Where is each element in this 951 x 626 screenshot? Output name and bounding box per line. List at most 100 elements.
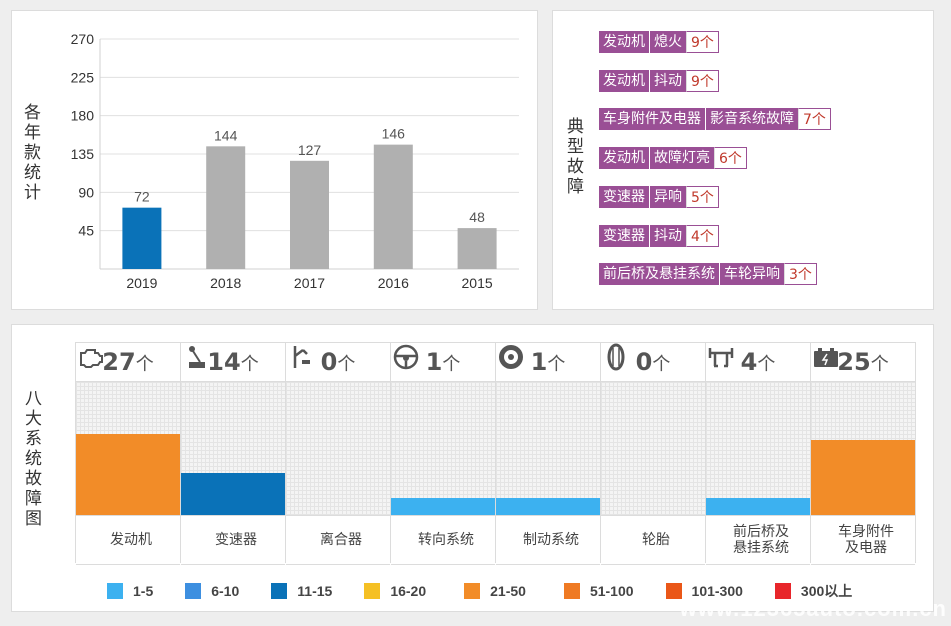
legend-swatch (185, 583, 202, 599)
system-column[interactable]: 27个 发动机 (75, 342, 180, 565)
data-label: 144 (214, 127, 238, 143)
fault-count: 9个 (686, 69, 719, 92)
system-column[interactable]: 0个 轮胎 (600, 342, 705, 565)
legend-swatch (107, 583, 123, 599)
y-tick-label: 135 (71, 146, 95, 162)
system-bar (181, 473, 285, 515)
legend-item: 300以上 (774, 581, 853, 601)
system-label: 离合器 (320, 532, 362, 548)
system-column[interactable]: 0个 离合器 (285, 342, 390, 565)
count-number: 0 (320, 348, 338, 376)
system-label-cell: 轮胎 (601, 343, 705, 565)
system-label: 车身附件及电器 (838, 524, 894, 556)
count-number: 27 (102, 348, 136, 376)
fault-item[interactable]: 发动机 故障灯亮 6个 (599, 147, 747, 170)
system-label-cell: 制动系统 (496, 345, 600, 565)
fault-item[interactable]: 车身附件及电器 影音系统故障 7个 (599, 108, 831, 131)
count-number: 14 (207, 348, 241, 376)
title-char: 大 (25, 409, 42, 429)
system-count: 1个 (496, 342, 600, 382)
systems-grid: 27个 发动机 14个 变速器 0个 离合器 1个 转向系统 1个 制动系统 0个 轮胎 4个 前后桥及悬… (75, 342, 916, 565)
system-column[interactable]: 1个 转向系统 (390, 342, 495, 565)
fault-item[interactable]: 发动机 抖动 9个 (599, 69, 719, 92)
count-unit: 个 (135, 354, 154, 375)
system-label-cell: 变速器 (181, 346, 285, 565)
x-tick-label: 2019 (126, 275, 157, 291)
fault-name-tag: 异响 (649, 185, 686, 208)
title-char: 障 (25, 489, 42, 509)
legend-item: 11-15 (271, 581, 332, 601)
fault-item[interactable]: 变速器 异响 5个 (599, 185, 719, 208)
y-tick-label: 225 (71, 69, 95, 85)
system-label: 制动系统 (523, 532, 579, 548)
year-stats-title: 各年款统计 (24, 103, 41, 203)
fault-system-tag: 变速器 (599, 185, 649, 208)
fault-count: 3个 (784, 263, 817, 286)
legend-swatch (563, 583, 580, 599)
system-column[interactable]: 25个 车身附件及电器 (810, 342, 916, 565)
legend-label: 101-300 (691, 583, 743, 599)
fault-name-tag: 影音系统故障 (705, 108, 798, 131)
count-number: 4 (740, 348, 758, 376)
title-char: 典 (567, 117, 584, 137)
fault-system-tag: 车身附件及电器 (599, 108, 705, 131)
legend-item: 16-20 (364, 581, 426, 601)
system-column[interactable]: 1个制动系统 (495, 342, 600, 565)
data-label: 127 (298, 142, 322, 158)
legend-swatch (464, 583, 481, 599)
system-bar-area (286, 382, 390, 515)
system-label-cell: 车身附件及电器 (811, 348, 915, 565)
system-label-cell: 转向系统 (391, 344, 495, 565)
year-bar-chart: 270 225 180 135 90 45 72 2019 144 2018 127 2017 146 2… (71, 31, 519, 291)
system-bar (706, 498, 810, 515)
title-char: 款 (24, 143, 41, 163)
system-label: 变速器 (215, 532, 257, 548)
y-tick-label: 180 (71, 108, 95, 124)
legend-item: 6-10 (185, 581, 239, 601)
fault-item[interactable]: 发动机 熄火 9个 (599, 31, 719, 53)
count-unit: 个 (240, 354, 259, 375)
system-column[interactable]: 14个变速器 (180, 342, 285, 565)
count-number: 25 (837, 348, 871, 376)
title-char: 统 (25, 449, 42, 469)
title-char: 系 (25, 429, 42, 449)
eight-systems-panel: 八大系统故障图 27个 发动机 14个 变速器 0个 离合器 1个 转向系统 1个 制动系统 0个轮… (11, 324, 934, 612)
typical-faults-panel: 典型故障 发动机 熄火 9个 发动机 抖动 9个 车身附件及电器 影音系统故障 7个 发动机 故障灯… (552, 10, 934, 310)
count-number: 1 (530, 348, 548, 376)
fault-item[interactable]: 前后桥及悬挂系统 车轮异响 3个 (599, 263, 817, 286)
y-tick-label: 90 (78, 184, 94, 200)
legend-label: 16-20 (390, 583, 427, 599)
legend-item: 51-100 (563, 581, 634, 601)
fault-system-tag: 变速器 (599, 224, 649, 247)
fault-name-tag: 熄火 (649, 31, 686, 53)
eight-systems-title: 八大系统故障图 (25, 389, 42, 529)
legend-label: 1-5 (133, 583, 154, 599)
legend-label: 300以上 (800, 583, 853, 599)
system-column[interactable]: 4个 前后桥及悬挂系统 (705, 342, 810, 565)
count-number: 1 (425, 348, 443, 376)
legend-swatch (364, 583, 381, 599)
fault-item[interactable]: 变速器 抖动 4个 (599, 224, 719, 247)
system-bar-area (76, 382, 180, 515)
typical-faults-title: 典型故障 (567, 117, 584, 197)
legend-item: 1-5 (107, 581, 153, 601)
system-bar-area (496, 382, 600, 515)
count-unit: 个 (652, 354, 671, 375)
system-bar (811, 440, 915, 515)
legend-swatch (774, 583, 791, 599)
legend-item: 101-300 (665, 581, 743, 601)
fault-system-tag: 发动机 (599, 147, 649, 170)
fault-count: 6个 (714, 147, 747, 170)
bar-2018 (206, 146, 246, 269)
system-label-cell: 前后桥及悬挂系统 (706, 348, 810, 565)
fault-count: 5个 (686, 185, 719, 208)
system-bar-area (706, 382, 810, 515)
title-char: 故 (567, 157, 584, 177)
system-label-cell: 发动机 (76, 349, 180, 565)
title-char: 故 (25, 469, 42, 489)
system-bar (496, 498, 600, 515)
system-count: 14个 (181, 342, 285, 382)
x-tick-label: 2015 (462, 275, 493, 291)
fault-system-tag: 发动机 (599, 31, 649, 53)
count-unit: 个 (442, 354, 461, 375)
